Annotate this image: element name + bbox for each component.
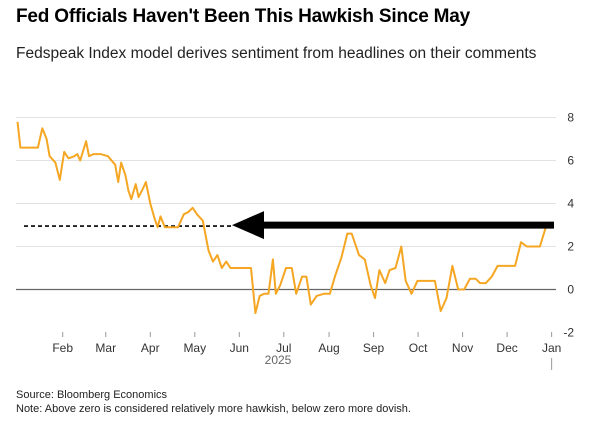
y-tick-label: 0 (567, 283, 574, 297)
x-tick-label: Sep (363, 341, 385, 355)
y-tick-label: 2 (567, 240, 574, 254)
y-axis: 8 6 4 2 0 -2 (563, 111, 574, 340)
chart-subtitle: Fedspeak Index model derives sentiment f… (16, 45, 537, 62)
chart-title: Fed Officials Haven't Been This Hawkish … (16, 6, 471, 27)
y-tick-label: 8 (567, 111, 574, 125)
x-tick-label: Feb (52, 341, 73, 355)
arrow-annotation (232, 211, 554, 240)
x-tick-label: Jul (276, 341, 291, 355)
x-tick-label: Aug (318, 341, 339, 355)
x-tick-label: Mar (95, 341, 116, 355)
x-axis: Feb Mar Apr May Jun Jul Aug Sep Oct Nov Dec Jan (52, 332, 561, 370)
series-group (16, 121, 552, 315)
source-note: Source: Bloomberg Economics (16, 389, 168, 401)
x-tick-label: Jun (230, 341, 249, 355)
y-tick-label: 4 (567, 197, 574, 211)
footnote: Note: Above zero is considered relativel… (16, 403, 411, 415)
gridlines (16, 117, 556, 291)
x-tick-label: May (183, 341, 206, 355)
x-tick-label: Jan (542, 341, 561, 355)
x-tick-label: Dec (496, 341, 517, 355)
fedspeak-index-line (16, 121, 552, 315)
year-label: 2025 (265, 353, 292, 367)
x-tick-label: Oct (409, 341, 428, 355)
x-tick-label: Apr (141, 341, 160, 355)
x-tick-label: Nov (452, 341, 473, 355)
y-tick-label: 6 (567, 154, 574, 168)
y-tick-label: -2 (563, 326, 574, 340)
arrow-head (232, 211, 264, 240)
